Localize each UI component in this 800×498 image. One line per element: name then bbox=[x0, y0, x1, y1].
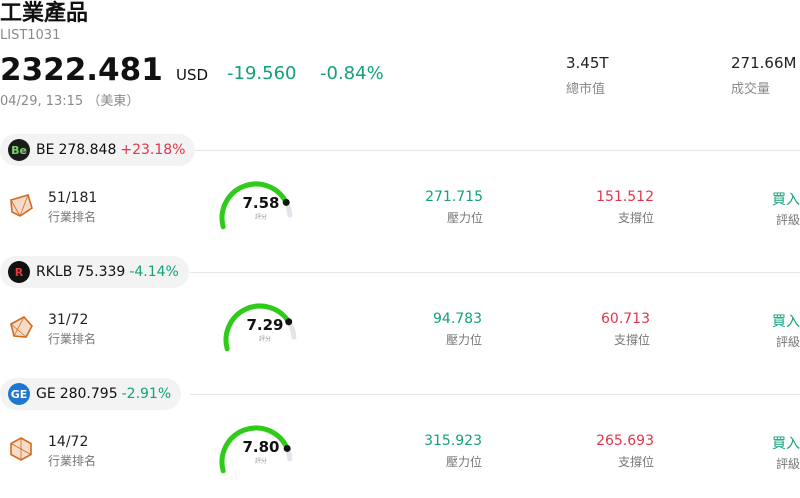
rank-label: 行業排名 bbox=[48, 454, 97, 468]
support-label: 支撐位 bbox=[617, 455, 654, 469]
price-change-pct: -0.84% bbox=[320, 63, 384, 84]
stock-pill[interactable]: Be BE 278.848 +23.18% bbox=[0, 134, 196, 166]
stock-change-pct: +23.18% bbox=[120, 142, 186, 158]
score-gauge bbox=[223, 303, 297, 352]
resistance-label: 壓力位 bbox=[445, 333, 482, 347]
price-change: -19.560 bbox=[227, 63, 297, 84]
score-label: 評分 bbox=[254, 458, 267, 465]
score-value: 7.80 bbox=[242, 438, 280, 456]
volume-label: 成交量 bbox=[731, 82, 771, 97]
rank-value: 14/72 bbox=[48, 434, 89, 450]
score-value: 7.58 bbox=[242, 194, 280, 212]
resistance-value: 315.923 bbox=[424, 433, 482, 449]
index-price: 2322.481 bbox=[0, 52, 163, 88]
rating-label: 評級 bbox=[775, 335, 800, 349]
stock-card[interactable]: GE GE 280.795 -2.91% 14/72 行業排名 7.80 評分 … bbox=[0, 378, 800, 498]
divider bbox=[190, 394, 800, 395]
market-cap-value: 3.45T bbox=[566, 54, 609, 72]
divider bbox=[190, 272, 800, 273]
quote-time: 04/29, 13:15 （美東） bbox=[0, 94, 140, 109]
page-title: 工業產品 bbox=[0, 1, 89, 26]
rank-value: 51/181 bbox=[48, 190, 98, 206]
score-label: 評分 bbox=[254, 214, 267, 221]
rating-value: 買入 bbox=[772, 192, 800, 208]
support-value: 60.713 bbox=[601, 311, 650, 327]
company-logo-icon: R bbox=[8, 261, 30, 283]
rating-value: 買入 bbox=[772, 436, 800, 452]
stock-change-pct: -2.91% bbox=[121, 386, 172, 402]
rank-hexagon-icon bbox=[10, 437, 32, 461]
rating-label: 評級 bbox=[775, 213, 800, 227]
support-label: 支撐位 bbox=[617, 211, 654, 225]
resistance-value: 94.783 bbox=[433, 311, 482, 327]
score-gauge bbox=[219, 181, 293, 230]
support-value: 265.693 bbox=[596, 433, 654, 449]
rank-value: 31/72 bbox=[48, 312, 89, 328]
resistance-value: 271.715 bbox=[425, 189, 483, 205]
rating-label: 評級 bbox=[775, 457, 800, 471]
score-value: 7.29 bbox=[246, 316, 284, 334]
stock-ticker: GE bbox=[36, 386, 56, 402]
rank-radar-icon bbox=[10, 315, 33, 338]
rank-label: 行業排名 bbox=[48, 332, 97, 346]
stock-pill[interactable]: GE GE 280.795 -2.91% bbox=[0, 378, 182, 410]
divider bbox=[190, 150, 800, 151]
support-label: 支撐位 bbox=[613, 333, 650, 347]
stock-change-pct: -4.14% bbox=[129, 264, 179, 280]
stock-price: 280.795 bbox=[59, 386, 118, 402]
stock-ticker: BE bbox=[36, 142, 55, 158]
company-logo-icon: GE bbox=[8, 383, 30, 405]
index-code: LIST1031 bbox=[0, 28, 61, 43]
rank-label: 行業排名 bbox=[48, 210, 97, 224]
stock-pill[interactable]: R RKLB 75.339 -4.14% bbox=[0, 256, 189, 288]
stock-price: 75.339 bbox=[76, 264, 126, 280]
score-label: 評分 bbox=[258, 336, 271, 343]
stock-price: 278.848 bbox=[58, 142, 117, 158]
currency-label: USD bbox=[176, 66, 209, 84]
company-logo-icon: Be bbox=[8, 139, 30, 161]
stock-ticker: RKLB bbox=[36, 264, 73, 280]
rating-value: 買入 bbox=[772, 314, 800, 330]
resistance-label: 壓力位 bbox=[445, 455, 482, 469]
stock-card[interactable]: R RKLB 75.339 -4.14% 31/72 行業排名 7.29 評分 … bbox=[0, 256, 800, 376]
score-gauge bbox=[219, 425, 293, 474]
resistance-label: 壓力位 bbox=[446, 211, 483, 225]
rank-radar-icon bbox=[10, 194, 33, 217]
support-value: 151.512 bbox=[596, 189, 654, 205]
volume-value: 271.66M bbox=[731, 54, 797, 72]
stock-card[interactable]: Be BE 278.848 +23.18% 51/181 行業排名 7.58 評… bbox=[0, 134, 800, 254]
market-cap-label: 總市值 bbox=[566, 82, 606, 97]
